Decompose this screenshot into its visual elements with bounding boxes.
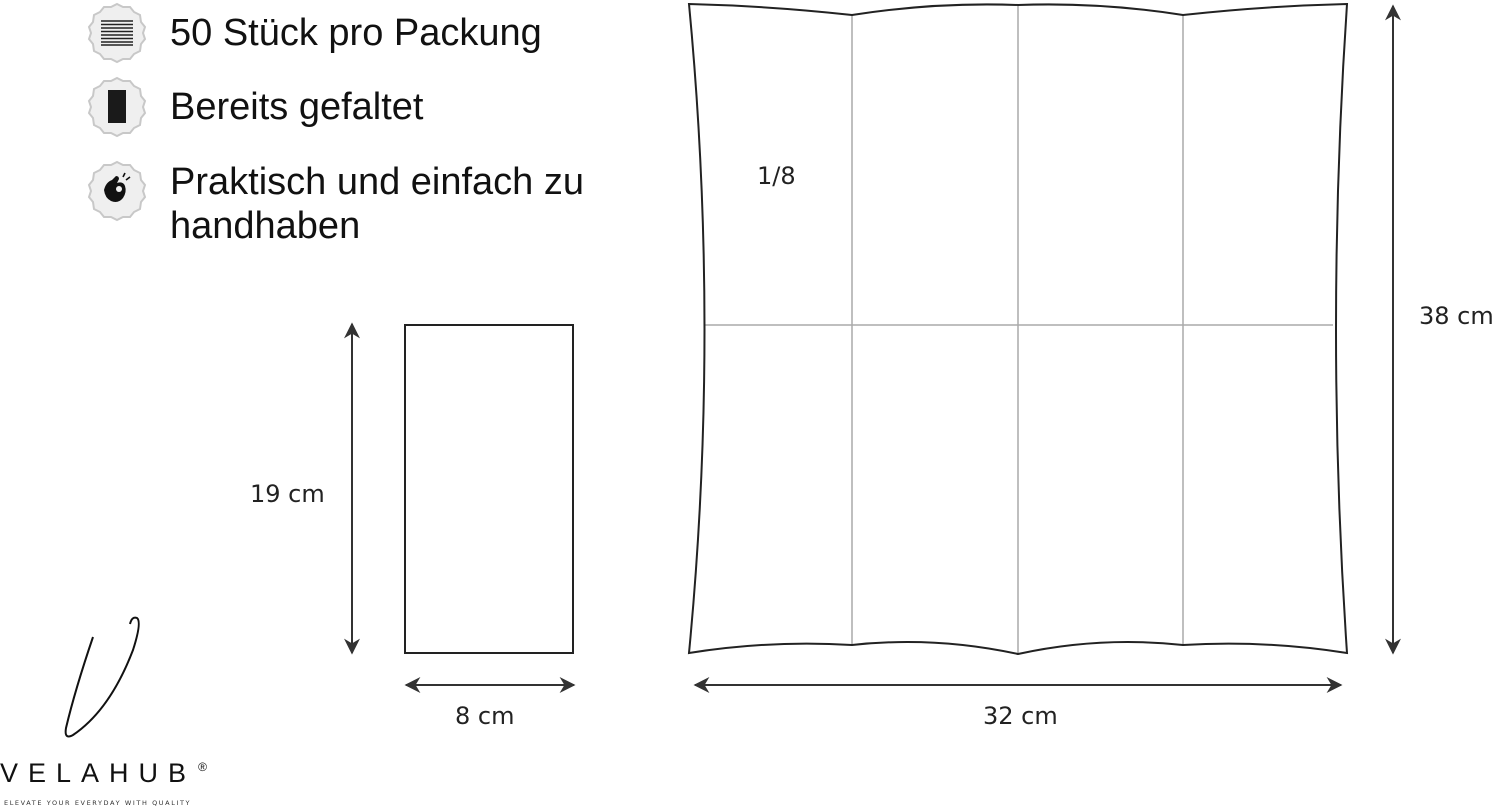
feature-easy-handling: Praktisch und einfach zu handhaben (86, 160, 590, 248)
folded-napkin-icon (87, 76, 147, 138)
ok-hand-icon (87, 160, 147, 222)
feature-text: Praktisch und einfach zu handhaben (170, 161, 585, 247)
unfolded-height-label: 38 cm (1419, 302, 1494, 330)
logo-mark (64, 616, 140, 738)
brand-tagline: ELEVATE YOUR EVERYDAY WITH QUALITY (4, 799, 192, 807)
unfolded-width-label: 32 cm (983, 702, 1058, 730)
feature-text: Bereits gefaltet (170, 86, 424, 128)
registered-mark: ® (198, 760, 207, 774)
folded-width-label: 8 cm (455, 702, 515, 730)
feature-prefolded: Bereits gefaltet (86, 76, 423, 138)
fold-lines (704, 6, 1333, 654)
feature-text: 50 Stück pro Packung (170, 12, 542, 54)
folded-napkin-outline (404, 324, 574, 654)
folded-height-label: 19 cm (250, 480, 325, 508)
unfolded-napkin-outline (687, 2, 1349, 656)
brand-logo: VELAHUB ® (0, 758, 207, 788)
feature-pack-count: 50 Stück pro Packung (86, 2, 542, 64)
brand-name: VELAHUB (0, 758, 197, 788)
stack-icon (87, 2, 147, 64)
fold-fraction-label: 1/8 (757, 162, 796, 190)
